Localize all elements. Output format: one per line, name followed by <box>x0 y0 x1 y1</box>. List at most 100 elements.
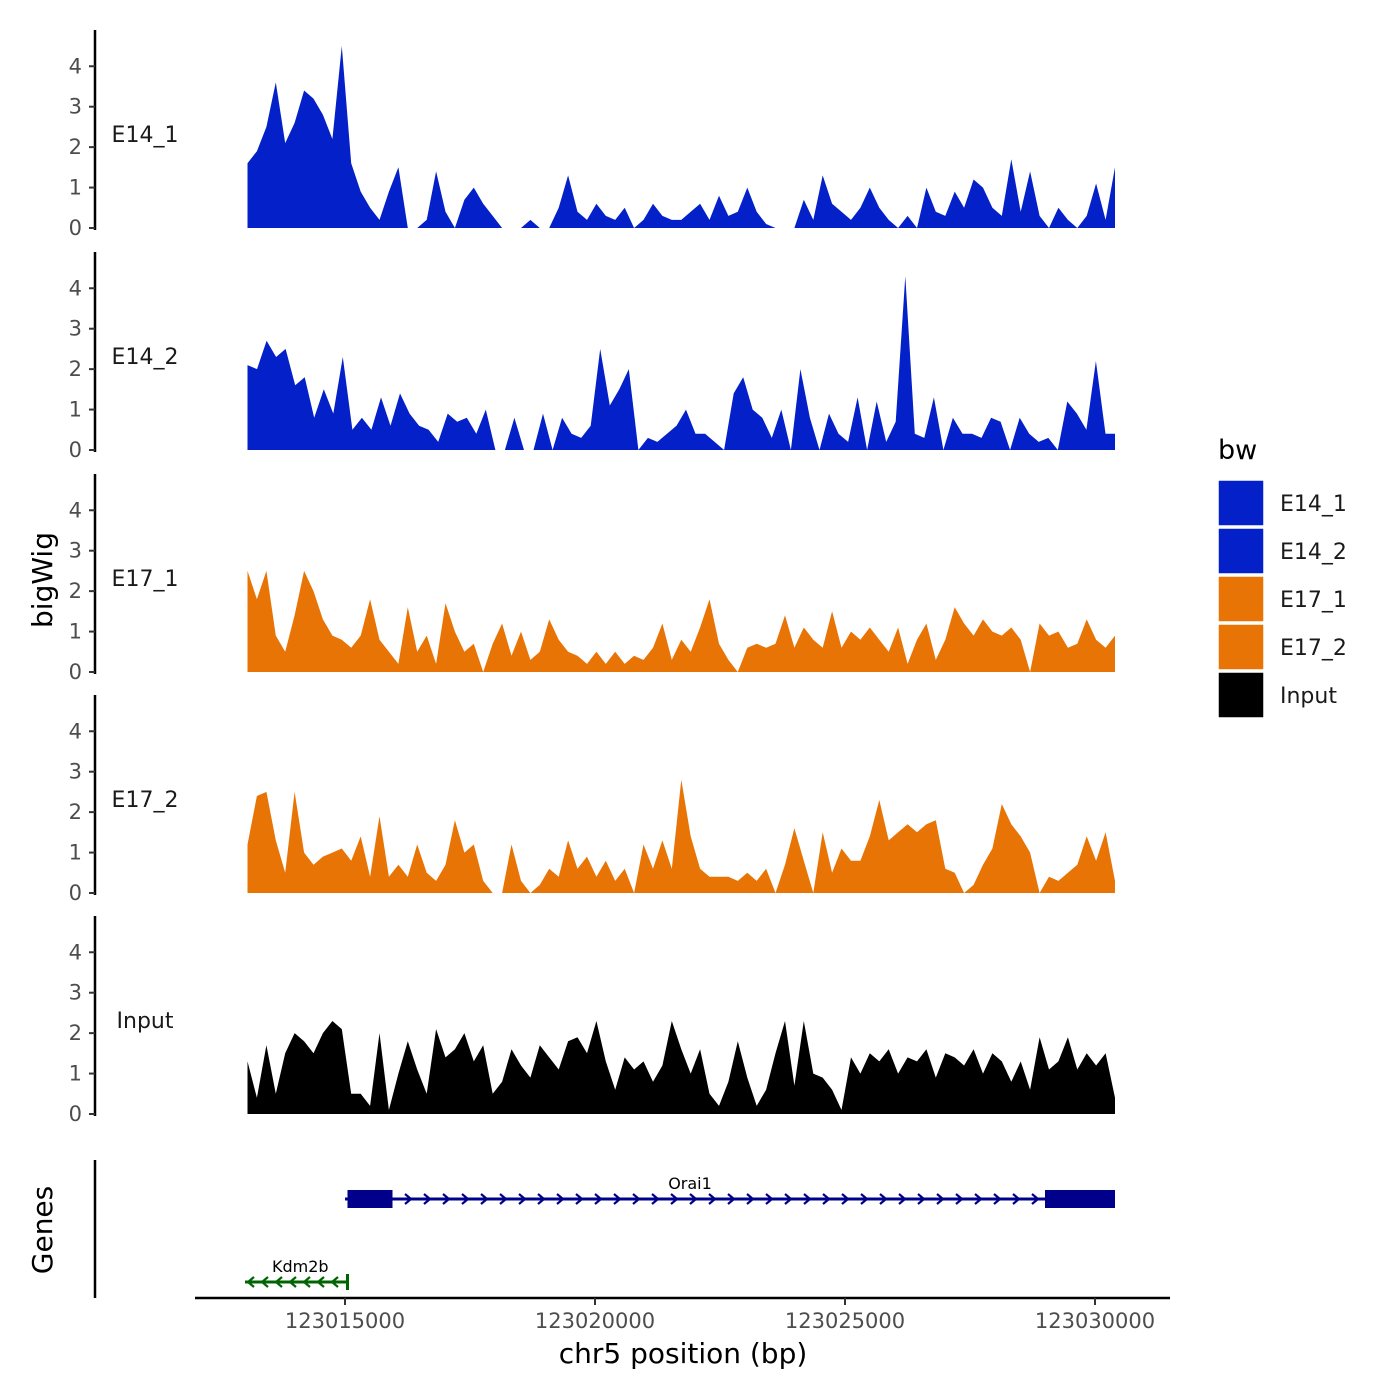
coverage-area <box>247 779 1115 893</box>
gene-kdm2b: Kdm2b <box>245 1257 349 1290</box>
strand-arrow <box>575 1193 584 1205</box>
legend-swatch <box>1217 671 1265 719</box>
strand-arrow <box>708 1193 717 1205</box>
track-e14-1: 0 1 2 3 4 E14_1 <box>69 30 1115 240</box>
strand-arrow <box>316 1276 325 1288</box>
strand-arrow <box>670 1193 679 1205</box>
track-label: E14_1 <box>112 123 179 148</box>
strand-arrow <box>898 1193 907 1205</box>
strand-arrow <box>841 1193 850 1205</box>
gene-label: Orai1 <box>668 1174 712 1193</box>
strand-arrow <box>499 1193 508 1205</box>
y-tick-label: 4 <box>69 276 82 300</box>
track-label: E14_2 <box>112 345 179 370</box>
legend-label: E17_2 <box>1280 636 1347 661</box>
strand-arrow <box>302 1276 311 1288</box>
track-input: 0 1 2 3 4 Input <box>69 916 1115 1126</box>
strand-arrow <box>594 1193 603 1205</box>
strand-arrow <box>765 1193 774 1205</box>
y-tick-label: 2 <box>69 135 82 159</box>
x-tick-label: 123030000 <box>1035 1309 1155 1333</box>
y-tick-label: 2 <box>69 800 82 824</box>
y-tick-label: 0 <box>69 660 82 684</box>
track-e14-2: 0 1 2 3 4 E14_2 <box>69 252 1115 462</box>
strand-arrow <box>993 1193 1002 1205</box>
x-tick-label: 123025000 <box>785 1309 905 1333</box>
gene-orai1: Orai1 <box>345 1174 1115 1208</box>
exon-block <box>1045 1190 1115 1208</box>
strand-arrow <box>288 1276 297 1288</box>
track-label: Input <box>117 1009 174 1034</box>
strand-arrow <box>423 1193 432 1205</box>
track-e17-1: 0 1 2 3 4 E17_1 <box>69 474 1115 684</box>
legend-swatch <box>1217 623 1265 671</box>
strand-arrow <box>784 1193 793 1205</box>
y-axis-title: bigWig <box>26 532 59 628</box>
y-tick-label: 1 <box>69 841 82 865</box>
exon-block <box>347 1190 393 1208</box>
strand-arrow <box>480 1193 489 1205</box>
legend-label: Input <box>1280 684 1337 709</box>
strand-arrow <box>556 1193 565 1205</box>
gene-label: Kdm2b <box>272 1257 329 1276</box>
strand-arrow <box>518 1193 527 1205</box>
strand-arrow <box>537 1193 546 1205</box>
y-tick-label: 2 <box>69 357 82 381</box>
y-tick-label: 1 <box>69 398 82 422</box>
strand-arrow <box>936 1193 945 1205</box>
strand-arrow <box>803 1193 812 1205</box>
track-label: E17_1 <box>112 567 179 592</box>
strand-arrow <box>974 1193 983 1205</box>
legend-label: E17_1 <box>1280 588 1347 613</box>
coverage-area <box>247 1021 1115 1114</box>
strand-arrow <box>879 1193 888 1205</box>
y-tick-label: 0 <box>69 216 82 240</box>
y-tick-label: 4 <box>69 719 82 743</box>
legend-title: bw <box>1218 435 1257 466</box>
y-tick-label: 3 <box>69 539 82 563</box>
y-tick-label: 3 <box>69 95 82 119</box>
strand-arrow <box>404 1193 413 1205</box>
y-tick-label: 4 <box>69 498 82 522</box>
legend-label: E14_1 <box>1280 492 1347 517</box>
y-tick-label: 4 <box>69 940 82 964</box>
strand-arrow <box>727 1193 736 1205</box>
y-tick-label: 1 <box>69 1062 82 1086</box>
strand-arrow <box>442 1193 451 1205</box>
strand-arrow <box>1031 1193 1040 1205</box>
coverage-area <box>247 570 1115 672</box>
x-tick-label: 123020000 <box>535 1309 655 1333</box>
y-tick-label: 2 <box>69 579 82 603</box>
strand-arrow <box>632 1193 641 1205</box>
strand-arrow <box>246 1276 255 1288</box>
coverage-area <box>247 46 1115 228</box>
legend-label: E14_2 <box>1280 540 1347 565</box>
y-tick-label: 0 <box>69 1102 82 1126</box>
strand-arrow <box>822 1193 831 1205</box>
strand-arrow <box>330 1276 339 1288</box>
legend-swatch <box>1217 527 1265 575</box>
y-tick-label: 0 <box>69 881 82 905</box>
strand-arrow <box>461 1193 470 1205</box>
y-tick-label: 0 <box>69 438 82 462</box>
legend-swatch <box>1217 479 1265 527</box>
y-tick-label: 3 <box>69 760 82 784</box>
legend: bw E14_1 E14_2 E17_1 E17_2 Input <box>1217 435 1347 719</box>
strand-arrow <box>613 1193 622 1205</box>
y-tick-label: 1 <box>69 176 82 200</box>
coverage-area <box>247 276 1115 450</box>
track-label: E17_2 <box>112 788 179 813</box>
genes-axis-title: Genes <box>26 1186 59 1274</box>
y-tick-label: 4 <box>69 54 82 78</box>
strand-arrow <box>274 1276 283 1288</box>
y-tick-label: 3 <box>69 317 82 341</box>
strand-arrow <box>651 1193 660 1205</box>
strand-arrow <box>955 1193 964 1205</box>
y-tick-label: 2 <box>69 1021 82 1045</box>
track-e17-2: 0 1 2 3 4 E17_2 <box>69 695 1115 905</box>
strand-arrow <box>746 1193 755 1205</box>
x-axis-title: chr5 position (bp) <box>559 1337 808 1370</box>
strand-arrow <box>917 1193 926 1205</box>
strand-arrow <box>689 1193 698 1205</box>
